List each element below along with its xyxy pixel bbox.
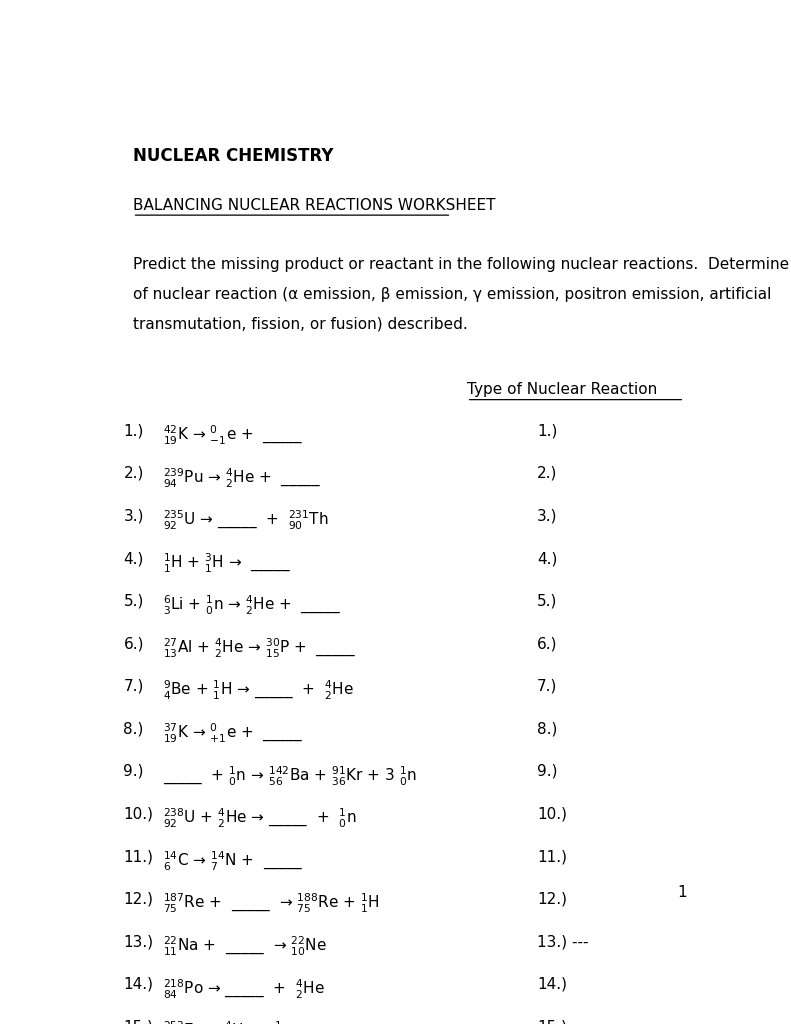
Text: 1.): 1.) bbox=[123, 423, 144, 438]
Text: 6.): 6.) bbox=[123, 636, 144, 651]
Text: $^{253}_{99}$Es + $^{4}_{2}$He → $^{1}_{0}$n +  _____: $^{253}_{99}$Es + $^{4}_{2}$He → $^{1}_{… bbox=[163, 1019, 360, 1024]
Text: 13.): 13.) bbox=[123, 934, 153, 949]
Text: Predict the missing product or reactant in the following nuclear reactions.  Det: Predict the missing product or reactant … bbox=[133, 257, 791, 272]
Text: $^{27}_{13}$Al + $^{4}_{2}$He → $^{30}_{15}$P +  _____: $^{27}_{13}$Al + $^{4}_{2}$He → $^{30}_{… bbox=[163, 636, 356, 658]
Text: NUCLEAR CHEMISTRY: NUCLEAR CHEMISTRY bbox=[133, 146, 333, 165]
Text: 11.): 11.) bbox=[537, 849, 567, 864]
Text: 9.): 9.) bbox=[537, 764, 558, 779]
Text: 2.): 2.) bbox=[537, 466, 558, 481]
Text: $^{235}_{92}$U → _____  +  $^{231}_{90}$Th: $^{235}_{92}$U → _____ + $^{231}_{90}$Th bbox=[163, 509, 329, 531]
Text: $^{239}_{94}$Pu → $^{4}_{2}$He +  _____: $^{239}_{94}$Pu → $^{4}_{2}$He + _____ bbox=[163, 466, 321, 488]
Text: Type of Nuclear Reaction: Type of Nuclear Reaction bbox=[467, 382, 657, 397]
Text: $^{187}_{75}$Re +  _____  → $^{188}_{75}$Re + $^{1}_{1}$H: $^{187}_{75}$Re + _____ → $^{188}_{75}$R… bbox=[163, 892, 380, 914]
Text: 6.): 6.) bbox=[537, 636, 558, 651]
Text: $^{9}_{4}$Be + $^{1}_{1}$H → _____  +  $^{4}_{2}$He: $^{9}_{4}$Be + $^{1}_{1}$H → _____ + $^{… bbox=[163, 679, 354, 701]
Text: 10.): 10.) bbox=[537, 807, 567, 821]
Text: 15.): 15.) bbox=[537, 1019, 567, 1024]
Text: $^{42}_{19}$K → $^{0}_{-1}$e +  _____: $^{42}_{19}$K → $^{0}_{-1}$e + _____ bbox=[163, 423, 303, 446]
Text: 11.): 11.) bbox=[123, 849, 153, 864]
Text: 15.): 15.) bbox=[123, 1019, 153, 1024]
Text: 13.) ---: 13.) --- bbox=[537, 934, 589, 949]
Text: BALANCING NUCLEAR REACTIONS WORKSHEET: BALANCING NUCLEAR REACTIONS WORKSHEET bbox=[133, 198, 495, 213]
Text: $^{6}_{3}$Li + $^{1}_{0}$n → $^{4}_{2}$He +  _____: $^{6}_{3}$Li + $^{1}_{0}$n → $^{4}_{2}$H… bbox=[163, 594, 341, 616]
Text: 5.): 5.) bbox=[537, 594, 558, 608]
Text: 12.): 12.) bbox=[537, 892, 567, 906]
Text: $^{22}_{11}$Na +  _____  → $^{22}_{10}$Ne: $^{22}_{11}$Na + _____ → $^{22}_{10}$Ne bbox=[163, 934, 327, 956]
Text: 4.): 4.) bbox=[537, 551, 558, 566]
Text: 3.): 3.) bbox=[537, 509, 558, 523]
Text: 4.): 4.) bbox=[123, 551, 144, 566]
Text: 8.): 8.) bbox=[537, 721, 558, 736]
Text: transmutation, fission, or fusion) described.: transmutation, fission, or fusion) descr… bbox=[133, 316, 467, 332]
Text: 2.): 2.) bbox=[123, 466, 144, 481]
Text: of nuclear reaction (α emission, β emission, γ emission, positron emission, arti: of nuclear reaction (α emission, β emiss… bbox=[133, 287, 771, 302]
Text: 3.): 3.) bbox=[123, 509, 144, 523]
Text: 10.): 10.) bbox=[123, 807, 153, 821]
Text: 9.): 9.) bbox=[123, 764, 144, 779]
Text: 14.): 14.) bbox=[537, 977, 567, 992]
Text: 8.): 8.) bbox=[123, 721, 144, 736]
Text: $^{238}_{92}$U + $^{4}_{2}$He → _____  +  $^{1}_{0}$n: $^{238}_{92}$U + $^{4}_{2}$He → _____ + … bbox=[163, 807, 357, 829]
Text: 7.): 7.) bbox=[537, 679, 558, 693]
Text: 14.): 14.) bbox=[123, 977, 153, 992]
Text: 1: 1 bbox=[678, 885, 687, 899]
Text: 12.): 12.) bbox=[123, 892, 153, 906]
Text: _____  + $^{1}_{0}$n → $^{142}_{56}$Ba + $^{91}_{36}$Kr + 3 $^{1}_{0}$n: _____ + $^{1}_{0}$n → $^{142}_{56}$Ba + … bbox=[163, 764, 417, 786]
Text: $^{14}_{6}$C → $^{14}_{7}$N +  _____: $^{14}_{6}$C → $^{14}_{7}$N + _____ bbox=[163, 849, 304, 871]
Text: $^{1}_{1}$H + $^{3}_{1}$H →  _____: $^{1}_{1}$H + $^{3}_{1}$H → _____ bbox=[163, 551, 291, 573]
Text: $^{218}_{84}$Po → _____  +  $^{4}_{2}$He: $^{218}_{84}$Po → _____ + $^{4}_{2}$He bbox=[163, 977, 325, 999]
Text: 7.): 7.) bbox=[123, 679, 144, 693]
Text: 1.): 1.) bbox=[537, 423, 558, 438]
Text: 5.): 5.) bbox=[123, 594, 144, 608]
Text: $^{37}_{19}$K → $^{0}_{+1}$e +  _____: $^{37}_{19}$K → $^{0}_{+1}$e + _____ bbox=[163, 721, 303, 744]
